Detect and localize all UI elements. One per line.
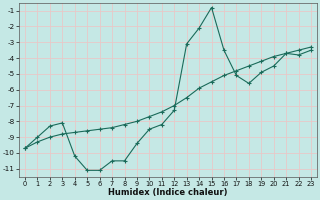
X-axis label: Humidex (Indice chaleur): Humidex (Indice chaleur) xyxy=(108,188,228,197)
